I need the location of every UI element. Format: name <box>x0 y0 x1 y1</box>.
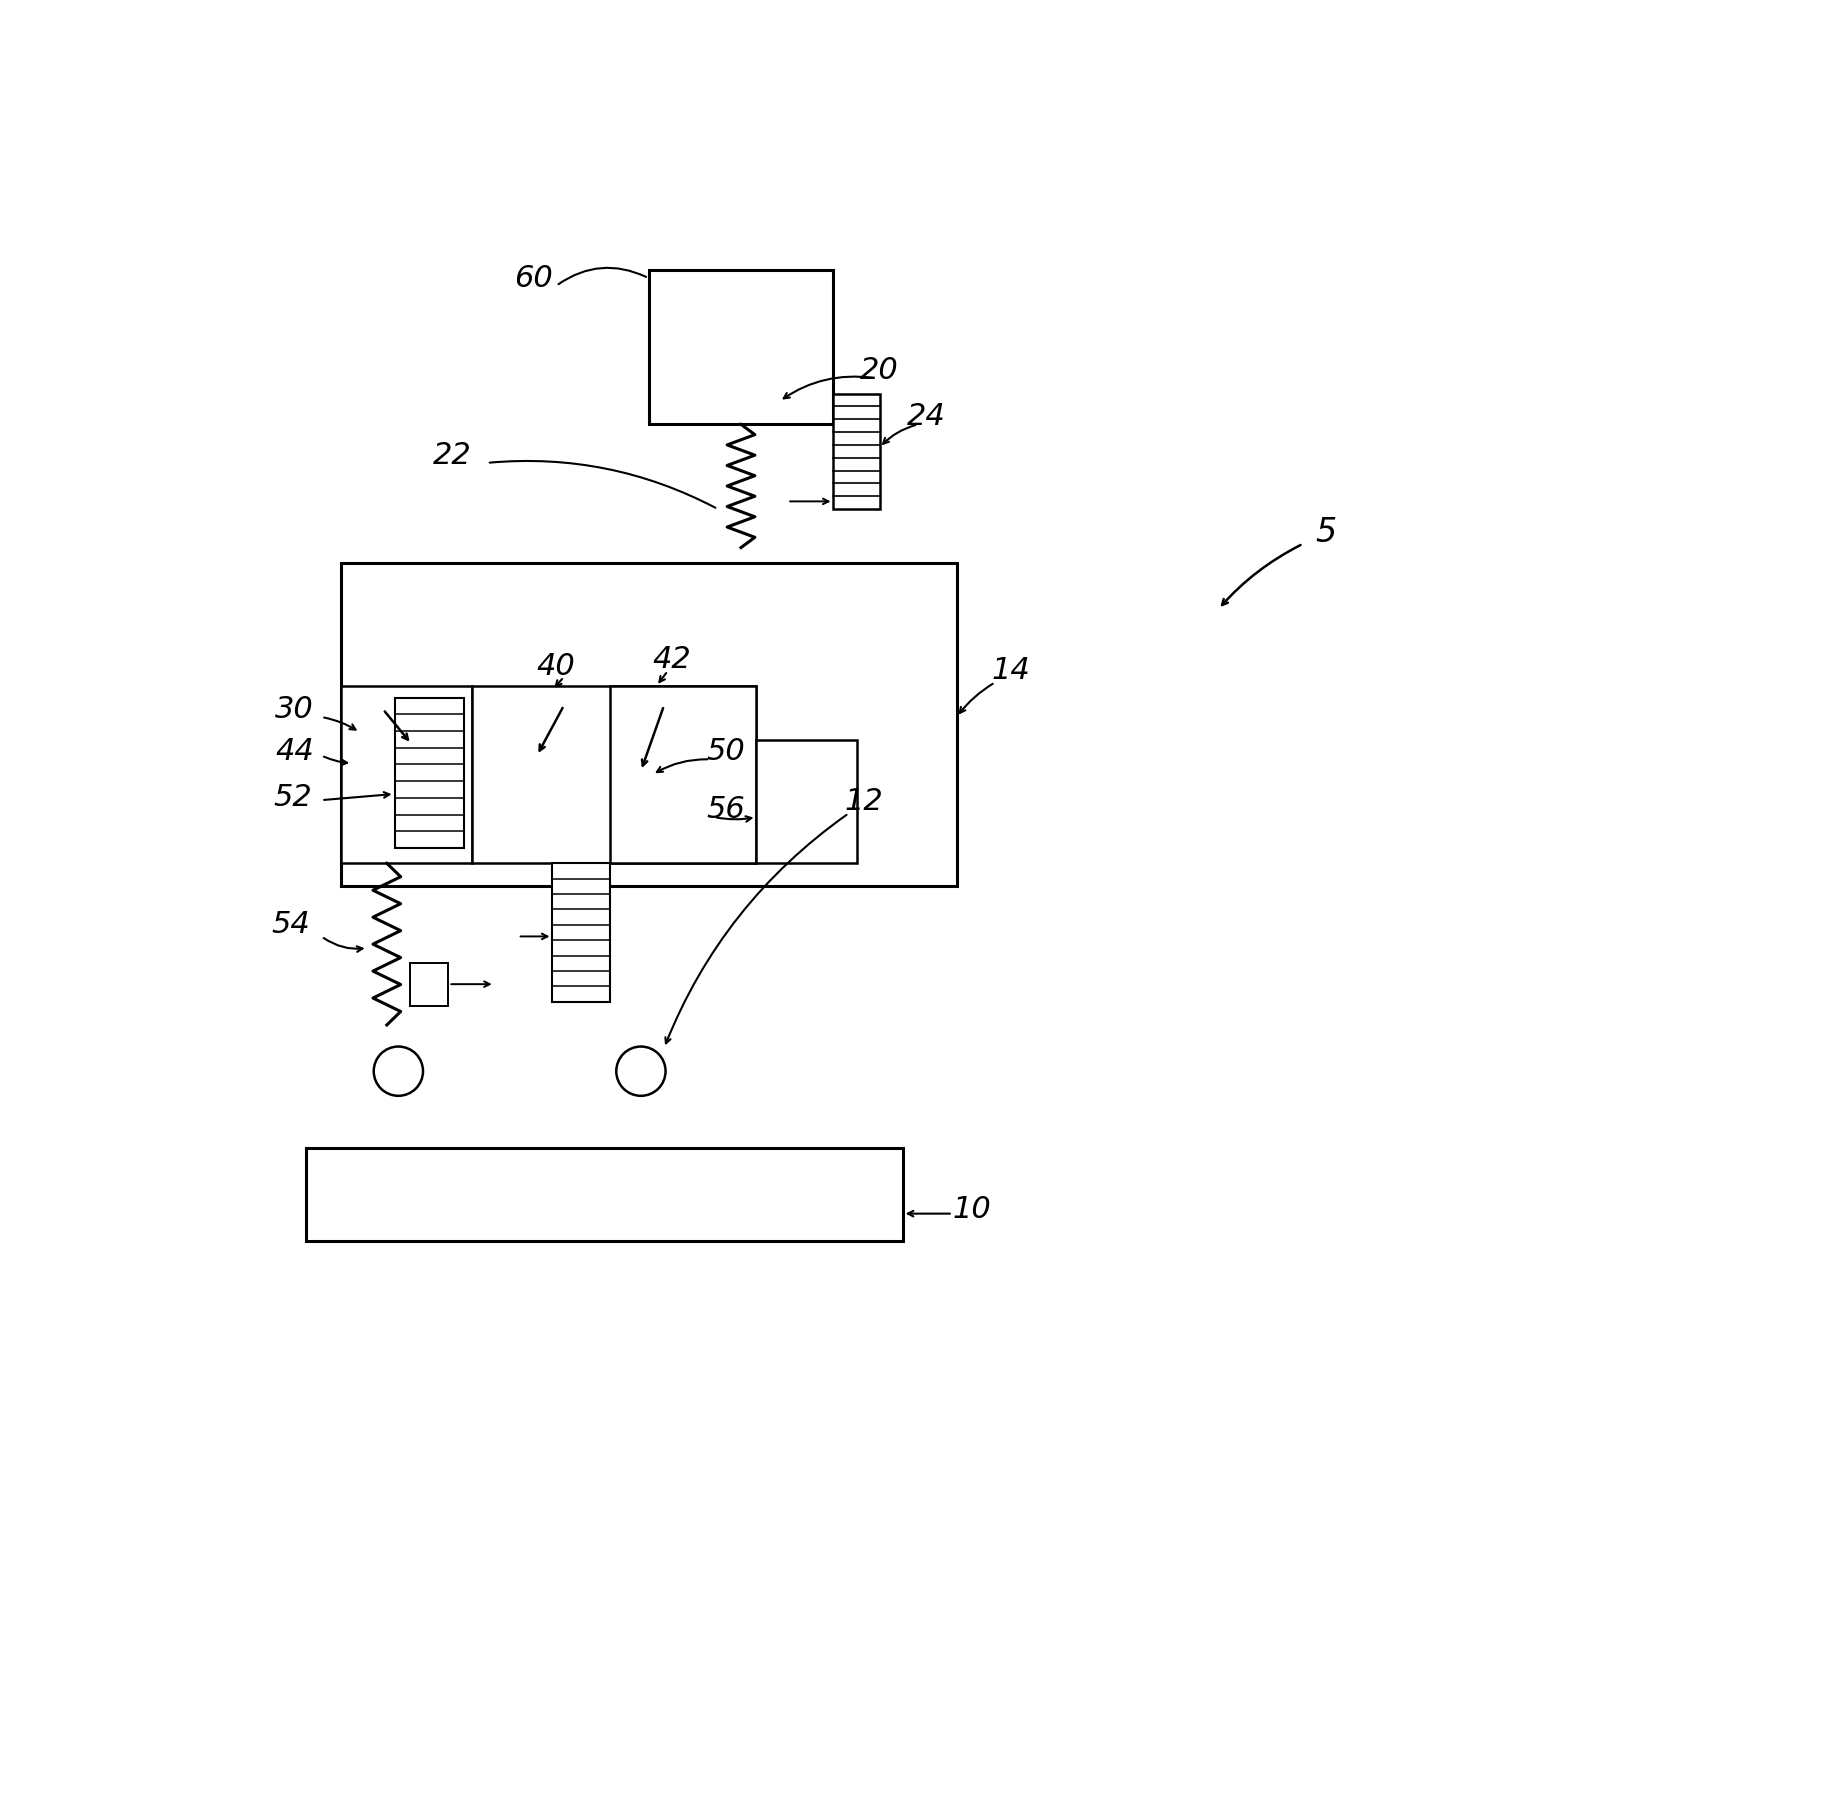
Bar <box>394 698 464 848</box>
Bar <box>648 271 833 424</box>
Text: 24: 24 <box>906 402 946 431</box>
Bar <box>471 686 756 864</box>
Bar <box>307 1147 902 1241</box>
Text: 40: 40 <box>537 653 575 682</box>
Bar <box>341 563 957 886</box>
Text: 14: 14 <box>992 657 1030 686</box>
Text: 56: 56 <box>707 796 745 824</box>
Text: 30: 30 <box>276 695 314 723</box>
Bar <box>756 740 856 864</box>
Text: 5: 5 <box>1315 516 1337 548</box>
Text: 54: 54 <box>272 911 310 940</box>
Text: 22: 22 <box>433 440 471 469</box>
Bar <box>833 393 880 509</box>
Bar <box>610 686 756 864</box>
Text: 10: 10 <box>953 1196 992 1225</box>
Text: 20: 20 <box>860 355 898 384</box>
Text: 50: 50 <box>707 738 745 767</box>
Text: 60: 60 <box>513 263 553 292</box>
Bar <box>551 864 610 1001</box>
Bar <box>409 963 449 1007</box>
Text: 52: 52 <box>274 783 312 812</box>
Text: 12: 12 <box>845 787 884 815</box>
Text: 44: 44 <box>276 738 314 767</box>
Bar <box>341 686 471 864</box>
Text: 42: 42 <box>652 644 690 673</box>
